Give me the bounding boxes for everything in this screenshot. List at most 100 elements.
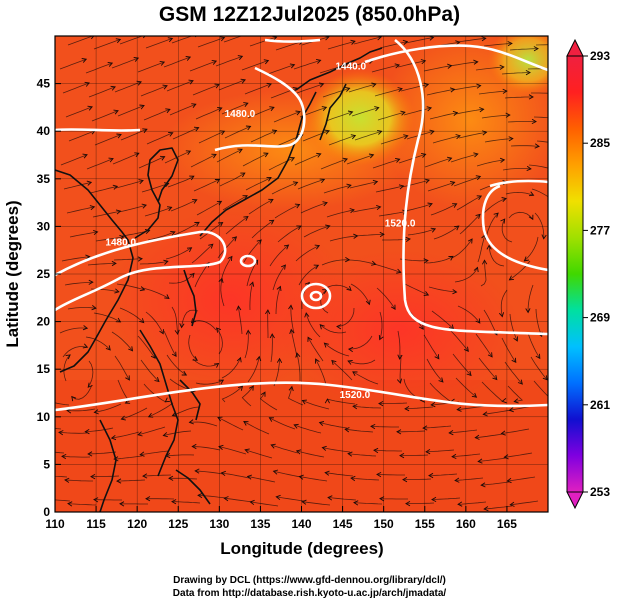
streamline-arrow [451,453,457,460]
streamline-arrow [188,419,194,425]
streamline-arrow [431,496,437,503]
streamline-arrow [378,400,384,407]
streamline [244,83,272,95]
streamline [259,391,278,411]
streamline-arrow [321,106,328,112]
streamline-arrow [268,198,274,204]
streamline [87,360,94,388]
streamline-arrow [509,501,515,507]
streamline-arrow [342,63,348,69]
streamline [93,39,121,50]
contour-labels: 1480.0 1440.0 1480.0 1520.0 1520.0 [105,61,415,400]
streamline [336,307,355,327]
streamline [501,428,530,434]
streamline-arrow [167,206,173,212]
streamline [452,353,472,376]
streamline [325,111,353,122]
streamline-arrow [294,203,301,209]
contour-line [481,179,548,272]
streamline [111,431,140,439]
streamline [477,234,486,263]
streamline-arrow [405,236,411,242]
streamline-arrow [249,281,255,287]
streamline-arrow [423,258,429,264]
streamline-arrow [107,62,114,67]
streamline-arrow [452,203,458,208]
streamline-arrow [137,256,143,262]
streamline-arrow [378,334,384,341]
streamline-arrow [269,106,275,112]
streamline-arrow [119,501,125,507]
streamline [426,449,455,453]
streamline [191,243,214,264]
streamline [449,329,469,352]
streamline-arrow [448,255,454,261]
streamline-arrow [191,103,197,108]
streamline [505,191,534,196]
streamline [475,66,504,71]
streamline [307,337,324,362]
streamline [242,152,269,167]
streamline-arrow [345,86,351,92]
streamline-arrow [430,402,436,408]
streamline-arrow [193,126,200,132]
streamline [217,236,237,259]
streamline [376,287,396,310]
streamline [428,286,457,293]
colorbar-tick-label: 285 [590,136,610,150]
streamline [171,501,201,504]
streamline-arrow [65,354,71,360]
streamline [429,382,452,403]
streamline-arrow [227,255,233,262]
streamline [423,334,440,359]
streamline [481,381,503,402]
streamline [457,37,486,43]
streamline [373,449,402,452]
streamline [324,342,350,357]
streamline-arrow [171,499,177,505]
streamline [427,181,455,192]
streamline-arrow [473,59,479,65]
streamline [195,107,222,120]
streamline [116,479,146,482]
colorbar-tick-label: 261 [590,398,610,412]
contour-label: 1520.0 [385,218,416,229]
streamline-arrow [218,379,225,385]
streamline [189,60,217,72]
streamline [141,183,169,193]
streamline [402,282,429,296]
streamline-arrow [236,356,242,363]
coastline [139,329,179,477]
streamline-arrow [402,477,408,483]
streamline [165,454,195,457]
streamline [483,43,512,47]
streamline-arrow [374,106,380,112]
streamline [319,324,347,334]
streamline [456,195,482,211]
streamline [148,402,174,418]
streamline [55,475,68,478]
streamline [192,358,219,367]
streamline-arrow [125,375,130,381]
streamline-arrow [88,279,94,285]
streamline-arrow [185,150,192,156]
streamline [352,206,381,213]
streamline [67,408,96,412]
streamline [325,472,354,477]
streamline-arrow [270,443,276,449]
streamline [167,175,194,188]
streamline [168,273,195,284]
streamline-arrow [142,128,148,134]
streamline [145,38,173,49]
streamline-arrow [480,482,486,488]
streamline-arrow [452,289,458,295]
streamline [218,446,247,455]
streamline [353,405,382,409]
streamline-arrow [498,312,505,318]
streamline [508,211,534,220]
streamline [433,225,459,240]
streamline-arrow [457,501,463,507]
streamline [353,36,382,45]
streamline-arrow [260,391,266,397]
